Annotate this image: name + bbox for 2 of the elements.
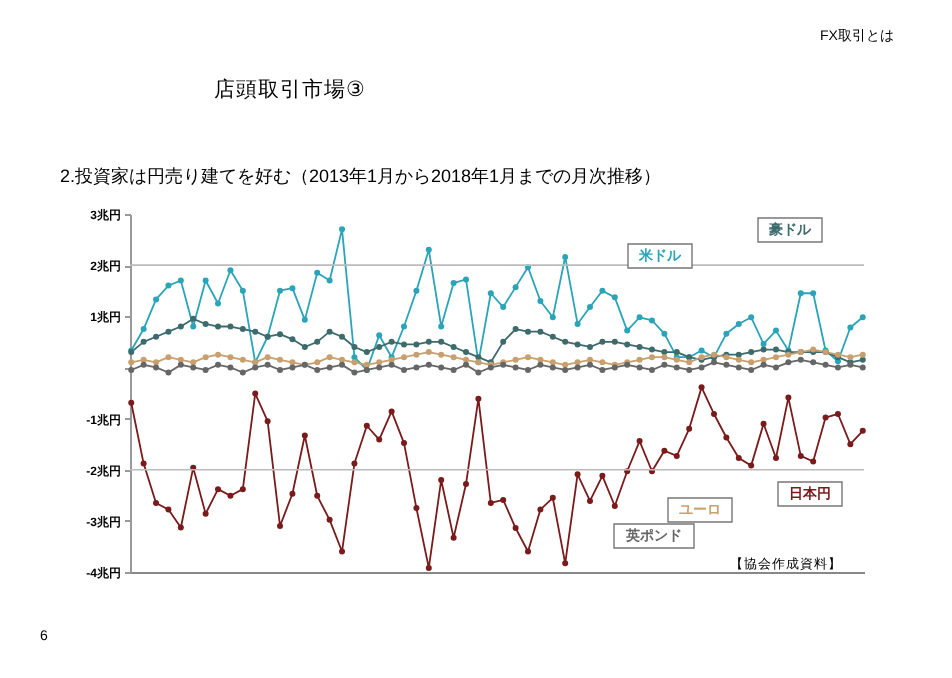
chart-subtitle: 2.投資家は円売り建てを好む（2013年1月から2018年1月までの月次推移）	[60, 166, 662, 186]
chart-title: 店頭取引市場③	[214, 76, 365, 102]
